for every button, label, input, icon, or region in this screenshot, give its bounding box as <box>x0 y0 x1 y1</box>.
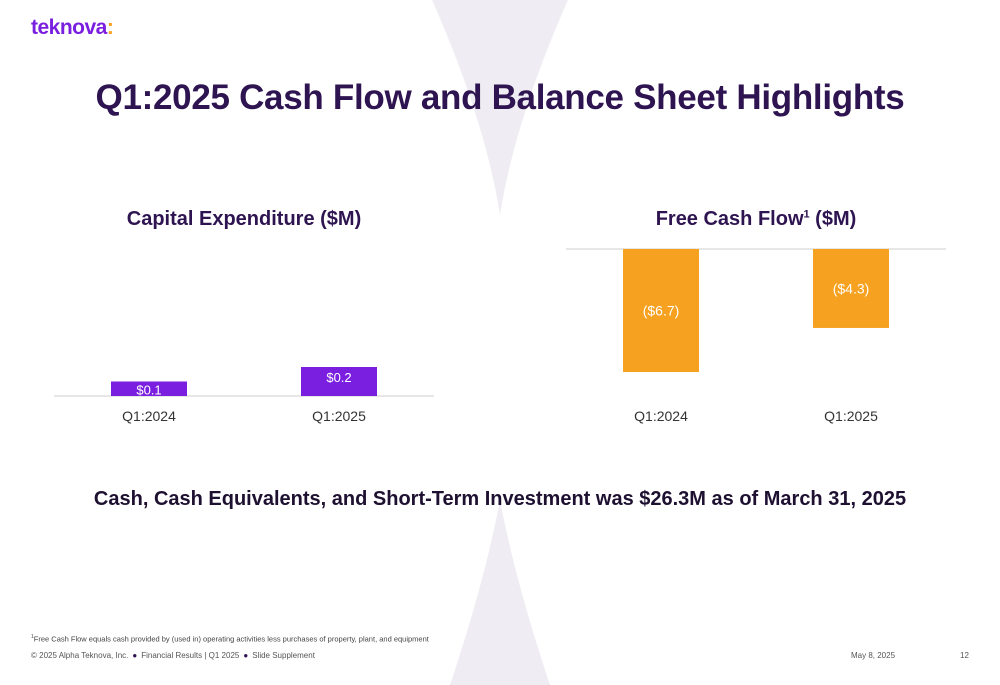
footer: © 2025 Alpha Teknova, Inc. ● Financial Res… <box>31 651 315 660</box>
cash-headline: Cash, Cash Equivalents, and Short-Term I… <box>93 488 907 510</box>
capex-data-label: $0.2 <box>326 370 351 385</box>
capex-bar-chart: $0.1 Q1:2024 $0.2 Q1:2025 <box>54 367 434 424</box>
capex-bar <box>111 381 187 396</box>
capex-tick-label: Q1:2024 <box>122 408 176 424</box>
capex-bar <box>301 367 377 396</box>
footnote: 1Free Cash Flow equals cash provided by … <box>31 634 429 644</box>
slide-title: Q1:2025 Cash Flow and Balance Sheet High… <box>95 78 905 117</box>
capex-tick-label: Q1:2025 <box>312 408 366 424</box>
fcf-tick-label: Q1:2025 <box>824 408 878 424</box>
fcf-bar <box>813 249 889 328</box>
fcf-data-label: ($6.7) <box>643 303 680 319</box>
fcf-bar-chart: ($6.7) Q1:2024 ($4.3) Q1:2025 <box>566 248 946 424</box>
capex-chart-title: Capital Expenditure ($M) <box>126 208 362 230</box>
capex-data-label: $0.1 <box>136 383 161 398</box>
page-number: 12 <box>960 651 969 660</box>
fcf-bar <box>623 249 699 372</box>
fcf-chart-title: Free Cash Flow1 ($M) <box>655 208 857 230</box>
fcf-tick-label: Q1:2024 <box>634 408 688 424</box>
fcf-data-label: ($4.3) <box>833 280 870 296</box>
teknova-logo: teknova: <box>31 16 114 39</box>
footer-date: May 8, 2025 <box>851 651 896 660</box>
